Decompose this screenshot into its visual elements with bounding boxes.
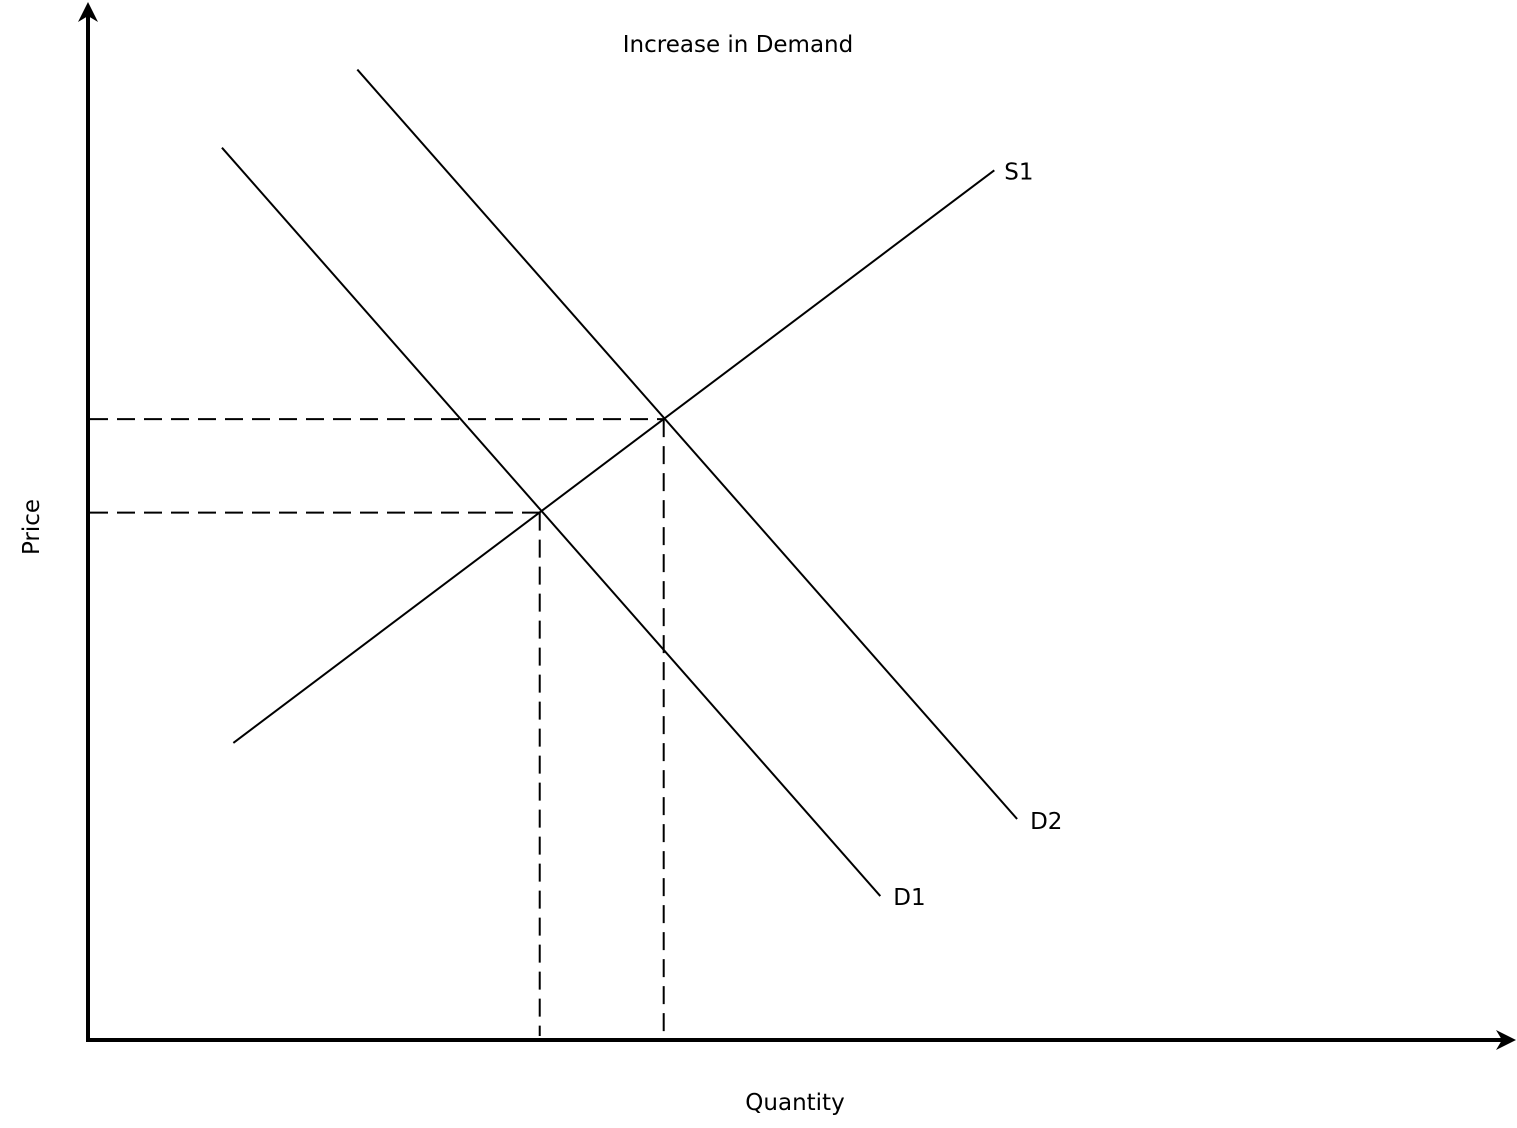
reference-lines (90, 418, 665, 1036)
y-axis-label: Price (19, 499, 45, 555)
chart-title: Increase in Demand (623, 32, 853, 58)
series-labels: S1 D1 D2 (893, 159, 1062, 911)
x-axis-label: Quantity (745, 1090, 844, 1116)
curve-s1 (232, 169, 995, 744)
curve-d2 (356, 68, 1018, 820)
series-lines (221, 68, 1018, 897)
curve-label-d1: D1 (893, 885, 925, 911)
curve-label-s1: S1 (1004, 159, 1033, 185)
curve-label-d2: D2 (1030, 809, 1062, 835)
curve-d1 (221, 147, 882, 897)
